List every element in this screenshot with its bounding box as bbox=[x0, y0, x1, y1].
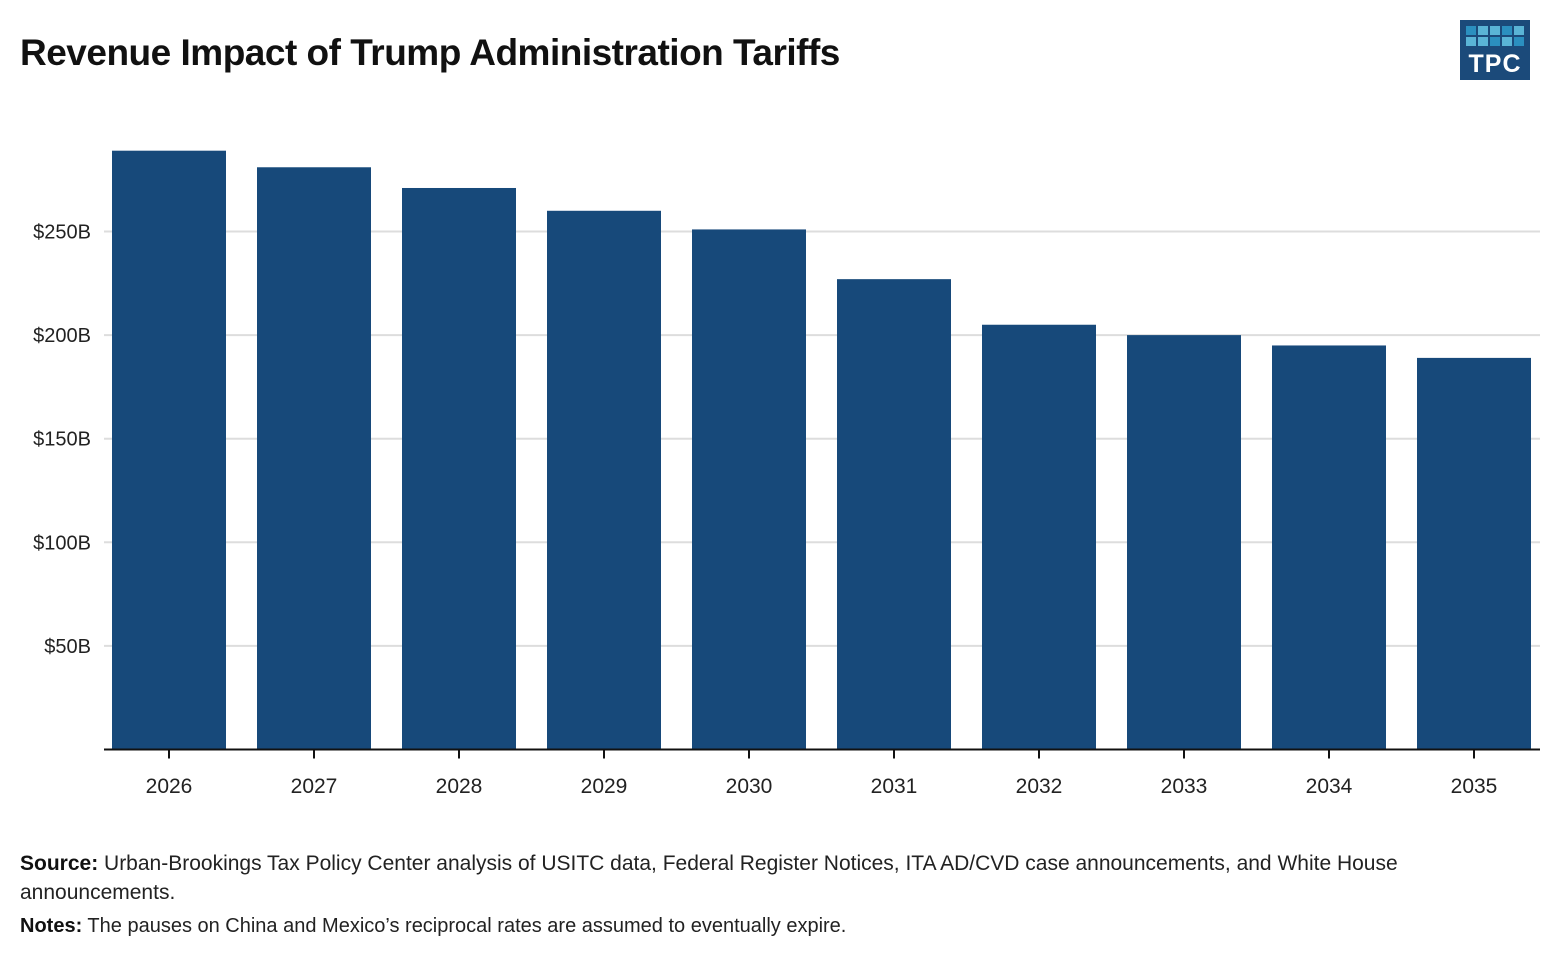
x-tick-label: 2027 bbox=[291, 775, 338, 798]
chart-title: Revenue Impact of Trump Administration T… bbox=[20, 32, 840, 73]
bar-chart: $50B$100B$150B$200B$250B 2026 2027 2028 202… bbox=[33, 150, 1540, 798]
bars bbox=[112, 150, 1531, 750]
x-tick-label: 2033 bbox=[1161, 775, 1208, 798]
y-tick-label: $250B bbox=[33, 222, 91, 244]
source-label: Source: bbox=[20, 852, 99, 875]
x-axis bbox=[104, 748, 1540, 759]
y-tick-label: $200B bbox=[33, 325, 91, 347]
bar-2035 bbox=[1417, 357, 1531, 750]
notes: Notes: The pauses on China and Mexico’s … bbox=[20, 912, 1545, 941]
bar-2034 bbox=[1272, 345, 1386, 750]
source-note: Source: Urban-Brookings Tax Policy Cente… bbox=[20, 849, 1545, 907]
bar-2032 bbox=[982, 324, 1096, 750]
x-tick-label: 2028 bbox=[436, 775, 483, 798]
x-axis-labels: 2026 2027 2028 2029 2030 2031 2032 2033 2034 2035 bbox=[146, 775, 1498, 798]
footer: Source: Urban-Brookings Tax Policy Cente… bbox=[20, 849, 1545, 941]
x-tick-label: 2031 bbox=[871, 775, 918, 798]
x-tick-label: 2030 bbox=[726, 775, 773, 798]
x-tick-label: 2032 bbox=[1016, 775, 1063, 798]
bar-2030 bbox=[692, 229, 806, 750]
bar-2027 bbox=[257, 167, 371, 750]
source-text: Urban-Brookings Tax Policy Center analys… bbox=[20, 852, 1398, 904]
bar-2026 bbox=[112, 150, 226, 750]
y-tick-label: $100B bbox=[33, 532, 91, 554]
y-axis-labels: $50B $100B $150B $200B $250B bbox=[33, 222, 91, 658]
bar-2033 bbox=[1127, 335, 1241, 750]
logo-grid-icon bbox=[1466, 26, 1524, 46]
y-tick-label: $50B bbox=[44, 636, 91, 658]
y-tick-label: $150B bbox=[33, 429, 91, 451]
logo-text: TPC bbox=[1468, 50, 1522, 78]
x-tick-label: 2029 bbox=[581, 775, 628, 798]
x-tick-label: 2035 bbox=[1451, 775, 1498, 798]
bar-2031 bbox=[837, 279, 951, 750]
x-tick-label: 2026 bbox=[146, 775, 193, 798]
notes-text: The pauses on China and Mexico’s recipro… bbox=[82, 915, 847, 937]
notes-label: Notes: bbox=[20, 915, 83, 937]
tpc-logo: TPC bbox=[1460, 20, 1530, 80]
bar-2028 bbox=[402, 187, 516, 750]
x-tick-label: 2034 bbox=[1306, 775, 1353, 798]
bar-2029 bbox=[547, 210, 661, 750]
